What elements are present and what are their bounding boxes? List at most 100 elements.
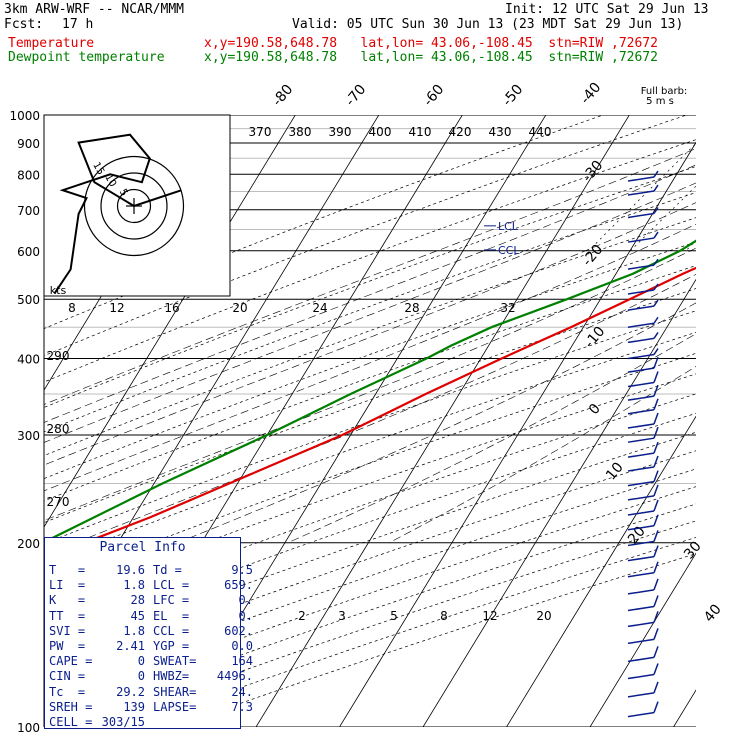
lcl-label: LCL [498, 220, 519, 233]
parcel-info-row: PW = 2.41 YGP = 0.0 [49, 640, 253, 653]
wind-barb-flag [653, 184, 659, 192]
wind-barb-flag [653, 412, 659, 425]
parcel-info-row: TT = 45 EL = 0. [49, 608, 253, 623]
parcel-param-name: SREH = [49, 699, 93, 714]
wind-barb-staff [627, 353, 655, 360]
wind-barb-staff [627, 176, 655, 182]
parcel-param-value: 0. [238, 593, 253, 608]
wind-barb-flag [653, 514, 659, 527]
parcel-param-value: 28 [130, 593, 145, 608]
wind-barb [627, 207, 659, 219]
isotherm-label: -40 [577, 80, 604, 108]
wind-barb-staff [627, 237, 655, 243]
wind-barb-flag [653, 545, 659, 557]
parcel-info-title: Parcel Info [99, 540, 186, 555]
wind-barb-flag [653, 701, 659, 713]
temperature-legend-label: Temperature [8, 36, 95, 51]
hodograph-ring-label: 5 [117, 187, 130, 198]
parcel-param-name: CAPE = [49, 654, 93, 669]
wind-barb-staff [627, 621, 655, 628]
parcel-param-value: 4496. [216, 669, 253, 684]
wind-barb-staff [627, 673, 655, 680]
wind-barb-flag [653, 231, 659, 239]
wind-barb [627, 371, 659, 388]
dry-adiabat [44, 373, 696, 604]
dewpoint-legend-label: Dewpoint temperature [8, 50, 165, 65]
wind-barb [627, 663, 659, 680]
parcel-param-value: 0.0 [231, 639, 253, 653]
parcel-param-name: LAPSE= [153, 699, 197, 714]
parcel-param-name: Tc = [49, 684, 86, 699]
parcel-param-name: K = [49, 593, 86, 608]
wind-barb-flag [653, 332, 659, 339]
mixing-ratio-label: 5 [390, 609, 398, 623]
wind-barb-staff [627, 540, 655, 547]
wind-barb-staff [627, 395, 655, 401]
dry-adiabat [44, 115, 688, 357]
wind-barb-flag [653, 348, 659, 355]
wind-barb-flag [653, 170, 659, 178]
hodograph-ring [83, 155, 185, 257]
parcel-param-value: 1.8 [123, 578, 145, 593]
wind-barb [627, 484, 659, 501]
isotherm-label: -20 [579, 242, 606, 270]
parcel-param-name: TT = [49, 608, 86, 623]
parcel-param-value: 9.5 [231, 563, 253, 577]
wind-barb-flag [653, 470, 659, 482]
hodograph-ring [116, 188, 152, 224]
dry-adiabat [44, 310, 696, 545]
isotherm [673, 689, 696, 727]
wind-barb-staff [627, 190, 655, 196]
wind-barb-staff [627, 480, 655, 487]
parcel-param-name: CCL = [153, 623, 190, 638]
theta-e-label: 370 [249, 125, 272, 139]
theta-e-label: 430 [489, 125, 512, 139]
wind-barb-staff [627, 711, 655, 718]
moist-adiabat [44, 182, 696, 443]
wind-barb-flag [653, 455, 659, 468]
wind-barb [627, 426, 659, 443]
parcel-param-name: HWBZ= [153, 669, 190, 684]
hodo-speed-label: 28 [404, 301, 419, 315]
barb-legend-line-2: 5 m s [646, 96, 674, 107]
wind-barb-staff [627, 408, 655, 415]
pressure-label-1000: 1000 [9, 109, 40, 123]
wind-barb-flag [653, 299, 659, 307]
parcel-info-row: T = 19.6 Td = 9.5 [49, 564, 253, 577]
wind-barb [627, 348, 659, 360]
parcel-info-row: K = 28 LFC = 0. [49, 594, 253, 607]
wind-barb-flag [653, 595, 659, 607]
dry-adiabat [209, 553, 696, 715]
wind-barb-staff [627, 510, 655, 516]
moist-adiabat [75, 273, 696, 544]
wind-barb-staff [627, 466, 655, 472]
parcel-param-value: 602. [224, 623, 253, 638]
mixing-ratio-label: 3 [338, 609, 346, 623]
parcel-param-name: T = [49, 563, 86, 577]
wind-barb-flag [653, 283, 659, 291]
wind-barb-staff [627, 437, 655, 443]
hodograph-trace [53, 133, 182, 294]
wind-barb [627, 499, 659, 516]
wind-barb [627, 258, 659, 270]
wind-barb-flag [653, 628, 659, 640]
isotherm [339, 141, 696, 727]
wind-barb [627, 316, 659, 328]
mixing-ratio-label: 2 [298, 609, 306, 623]
parcel-info-row: CAPE = 0 SWEAT= 164 [49, 655, 253, 668]
isotherm [255, 115, 630, 727]
wind-barb-flag [653, 611, 659, 623]
pressure-label-300: 300 [17, 429, 40, 443]
wind-barb-flag [653, 441, 659, 454]
isotherm-label: -30 [579, 158, 606, 186]
theta-e-label: 400 [369, 125, 392, 139]
temperature-location: x,y=190.58,648.78 lat,lon= 43.06,-108.45… [204, 36, 658, 51]
wind-barb-staff [627, 289, 655, 295]
wind-barb-staff [627, 495, 655, 501]
wind-barb-flag [653, 426, 659, 439]
wind-barb-staff [627, 525, 655, 531]
wind-barb-staff [627, 381, 655, 388]
moist-adiabat [44, 247, 696, 521]
isotherm [422, 278, 696, 727]
pressure-label-900: 900 [17, 137, 40, 151]
